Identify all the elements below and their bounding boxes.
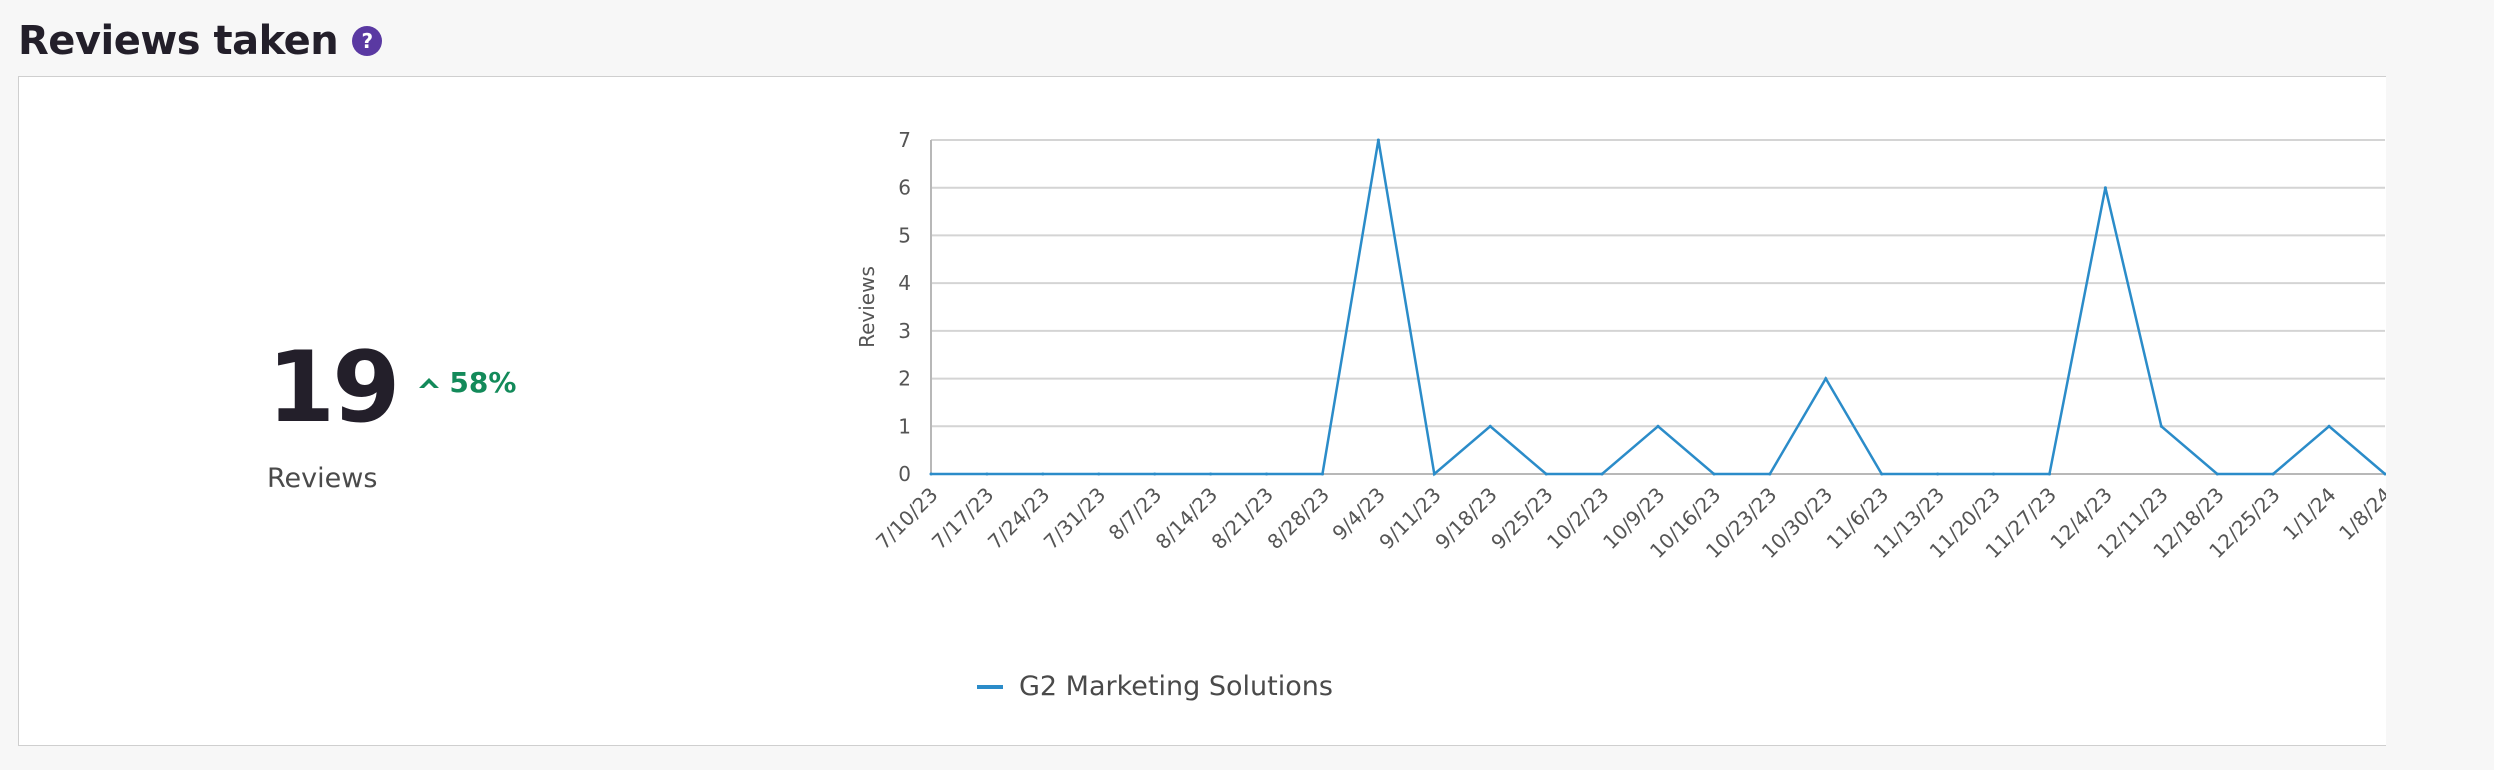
chevron-up-icon [419,378,440,388]
section-title: Reviews taken [18,18,339,64]
x-tick-label: 9/25/23 [1486,483,1557,554]
section-header: Reviews taken ? [18,18,383,64]
y-tick-label: 0 [898,462,911,486]
series-line [931,139,2386,477]
data-point [1265,472,1269,476]
x-tick-label: 8/14/23 [1151,483,1222,554]
reviews-line-chart: 0 1 2 3 4 5 6 7 Reviews 7/10/237/17/237/24/237/31… [855,128,2387,563]
y-tick-label: 7 [898,128,911,152]
data-point [1656,424,1660,428]
x-tick-label: 1/1/24 [2278,483,2340,545]
x-tick-label: 8/21/23 [1207,483,1278,554]
x-tick-label: 7/24/23 [983,483,1054,554]
x-tick-label: 8/28/23 [1263,483,1334,554]
data-point [2215,472,2219,476]
change-value: 58% [449,365,517,399]
data-point [2159,424,2163,428]
legend-swatch [977,684,1003,689]
data-point [1041,472,1045,476]
data-point [1712,472,1716,476]
x-tick-label: 1/8/24 [2334,483,2387,545]
data-point [2383,472,2387,476]
y-tick-label: 4 [898,271,911,295]
data-point [1153,472,1157,476]
x-tick-label: 10/2/23 [1542,483,1613,554]
data-point [1936,472,1940,476]
data-point [1544,472,1548,476]
data-point [1488,424,1492,428]
x-tick-label: 7/17/23 [927,483,998,554]
y-tick-label: 5 [898,223,911,247]
y-tick-label: 3 [898,319,911,343]
data-point [1209,472,1213,476]
x-tick-label: 7/31/23 [1039,483,1110,554]
data-point [1600,472,1604,476]
data-point [1880,472,1884,476]
data-point [2047,472,2051,476]
summary-value: 19 [267,331,400,445]
y-tick-label: 1 [898,414,911,438]
summary-label: Reviews [267,463,378,494]
data-point [985,472,989,476]
y-tick-label: 6 [898,176,911,200]
data-point [1097,472,1101,476]
data-point [1432,472,1436,476]
change-badge: 58% [417,366,516,399]
data-point [2271,472,2275,476]
x-tick-label: 7/10/23 [871,483,942,554]
summary-stat: 19 58% Reviews [267,339,516,494]
y-tick-label: 2 [898,367,911,391]
x-tick-label: 9/11/23 [1374,483,1445,554]
data-point [1992,472,1996,476]
data-point [1376,138,1380,142]
data-point [1320,472,1324,476]
data-point [2327,424,2331,428]
page-margin [2386,0,2494,770]
question-circle-icon[interactable]: ? [352,26,383,56]
legend-label: G2 Marketing Solutions [1019,671,1333,702]
x-tick-label: 9/18/23 [1430,483,1501,554]
chart-legend[interactable]: G2 Marketing Solutions [977,671,1333,702]
data-point [929,472,933,476]
reviews-card: 19 58% Reviews 0 1 2 3 4 5 6 7 Reviews 7/10/23 7/1… [18,76,2388,746]
data-point [1768,472,1772,476]
y-axis-title: Reviews [855,266,879,348]
data-point [2103,186,2107,190]
data-point [1824,377,1828,381]
